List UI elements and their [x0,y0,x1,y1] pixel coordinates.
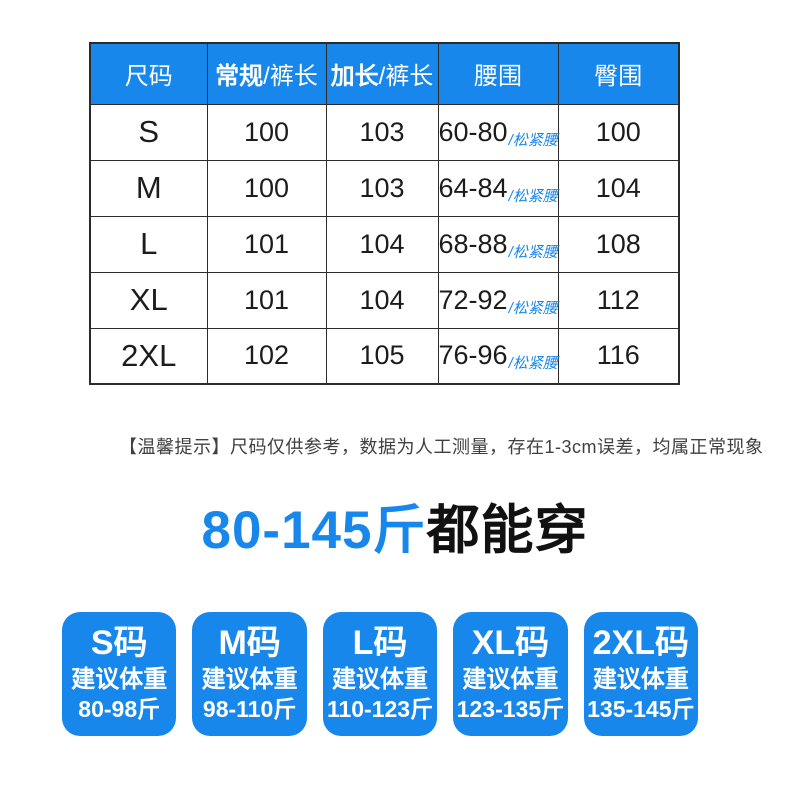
regular-length-value: 102 [206,327,327,385]
size-card-m: M码 建议体重 98-110斤 [192,612,307,736]
size-card-2xl: 2XL码 建议体重 135-145斤 [583,612,699,736]
elastic-waist-note: /松紧腰 [508,131,558,149]
header-extended-length: 加长/裤长 [325,42,439,105]
card-size-label: M码 [218,624,281,663]
header-regular-label: 常规 [215,63,264,91]
card-weight-range: 123-135斤 [456,696,565,723]
header-regular-suffix: /裤长 [263,63,318,91]
card-size-label: L码 [352,624,408,663]
extended-length-value: 105 [325,327,439,385]
size-table-header: 尺码 常规/裤长 加长/裤长 腰围 臀围 [89,42,680,105]
extended-length-value: 103 [325,103,439,161]
extended-length-value: 104 [325,215,439,273]
card-weight-range: 80-98斤 [78,696,161,723]
elastic-waist-note: /松紧腰 [508,299,558,317]
card-subtitle: 建议体重 [201,665,298,693]
waist-value: 64-84 [438,172,508,203]
card-weight-range: 135-145斤 [587,696,695,723]
header-waist: 腰围 [437,42,559,105]
card-subtitle: 建议体重 [332,665,429,693]
waist-value: 76-96 [438,340,508,371]
size-value: L [89,215,208,273]
waist-cell: 68-88/松紧腰 [437,215,559,273]
size-value: S [89,103,208,161]
card-weight-range: 98-110斤 [202,696,297,723]
header-row: 尺码 常规/裤长 加长/裤长 腰围 臀围 [89,42,680,105]
headline-suffix: 都能穿 [426,501,589,560]
regular-length-value: 101 [206,215,327,273]
header-regular-length: 常规/裤长 [206,42,327,105]
size-card-l: L码 建议体重 110-123斤 [322,612,438,736]
card-subtitle: 建议体重 [462,665,559,693]
card-size-label: 2XL码 [592,624,689,663]
card-size-label: XL码 [471,624,550,663]
size-table: 尺码 常规/裤长 加长/裤长 腰围 臀围 S 100 103 60-80/松紧腰… [89,42,680,385]
size-recommendation-cards: S码 建议体重 80-98斤 M码 建议体重 98-110斤 L码 建议体重 1… [62,612,699,736]
header-waist-label: 腰围 [474,63,522,91]
hip-value: 100 [557,103,680,161]
waist-cell: 76-96/松紧腰 [437,327,559,385]
hip-value: 104 [557,159,680,217]
waist-cell: 64-84/松紧腰 [437,159,559,217]
table-row-l: L 101 104 68-88/松紧腰 108 [89,215,680,273]
extended-length-value: 103 [325,159,439,217]
size-value: XL [89,271,208,329]
header-hip: 臀围 [557,42,680,105]
waist-value: 60-80 [438,116,508,147]
header-extended-suffix: /裤长 [378,63,434,91]
extended-length-value: 104 [325,271,439,329]
table-row-2xl: 2XL 102 105 76-96/松紧腰 116 [89,327,680,385]
waist-value: 68-88 [438,228,508,259]
header-hip-label: 臀围 [594,63,643,91]
elastic-waist-note: /松紧腰 [508,187,558,205]
card-subtitle: 建议体重 [71,665,168,693]
regular-length-value: 100 [206,159,327,217]
size-value: M [89,159,208,217]
header-size: 尺码 [89,42,208,105]
hip-value: 112 [557,271,680,329]
waist-value: 72-92 [438,284,508,315]
header-extended-label: 加长 [330,63,379,91]
card-weight-range: 110-123斤 [326,696,434,723]
table-row-m: M 100 103 64-84/松紧腰 104 [89,159,680,217]
elastic-waist-note: /松紧腰 [508,243,558,261]
regular-length-value: 101 [206,271,327,329]
size-card-xl: XL码 建议体重 123-135斤 [453,612,568,736]
regular-length-value: 100 [206,103,327,161]
size-table-body: S 100 103 60-80/松紧腰 100 M 100 103 64-84/… [89,103,680,385]
hip-value: 108 [557,215,680,273]
card-size-label: S码 [90,624,148,663]
table-row-xl: XL 101 104 72-92/松紧腰 112 [89,271,680,329]
waist-cell: 72-92/松紧腰 [437,271,559,329]
measurement-disclaimer-note: 【温馨提示】尺码仅供参考，数据为人工测量，存在1-3cm误差，均属正常现象 [119,437,764,457]
size-card-s: S码 建议体重 80-98斤 [62,612,177,736]
header-size-label: 尺码 [124,63,173,91]
elastic-waist-note: /松紧腰 [508,355,558,373]
card-subtitle: 建议体重 [592,665,689,693]
waist-cell: 60-80/松紧腰 [437,103,559,161]
table-row-s: S 100 103 60-80/松紧腰 100 [89,103,680,161]
weight-range-headline: 80-145斤都能穿 [0,488,790,564]
headline-weight-range: 80-145斤 [201,501,427,560]
hip-value: 116 [557,327,680,385]
size-value: 2XL [89,327,208,385]
